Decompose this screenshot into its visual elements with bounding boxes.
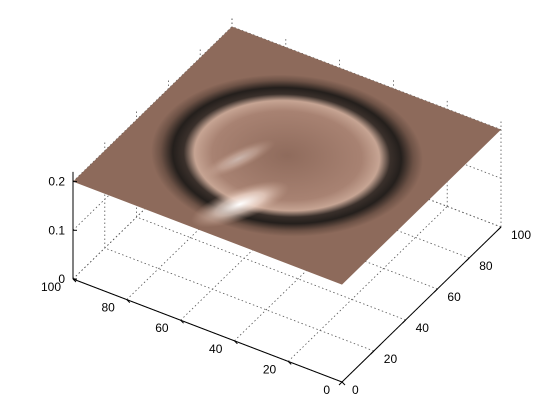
ring-depression <box>101 43 473 267</box>
ring-group <box>101 43 473 267</box>
x-tick-label: 40 <box>209 342 223 356</box>
y-tick-mark <box>498 227 501 230</box>
y-tick-mark <box>371 351 374 354</box>
y-tick-label: 100 <box>511 228 531 242</box>
z-tick-label: 0 <box>58 272 65 286</box>
x-tick-label: 60 <box>155 321 169 335</box>
z-tick-label: 0.1 <box>48 223 65 237</box>
x-tick-mark <box>342 382 345 385</box>
y-tick-label: 80 <box>479 259 493 273</box>
x-tick-label: 20 <box>263 362 277 376</box>
y-tick-label: 0 <box>352 383 359 397</box>
y-tick-mark <box>466 258 469 261</box>
y-tick-mark <box>403 320 406 323</box>
y-tick-label: 40 <box>416 321 430 335</box>
surface <box>73 27 501 285</box>
y-tick-mark <box>339 382 342 385</box>
x-tick-label: 0 <box>323 383 330 397</box>
z-tick-label: 0.2 <box>48 175 65 189</box>
y-tick-mark <box>434 289 437 292</box>
y-tick-label: 20 <box>384 352 398 366</box>
x-tick-label: 80 <box>101 301 115 315</box>
y-tick-label: 60 <box>447 290 461 304</box>
